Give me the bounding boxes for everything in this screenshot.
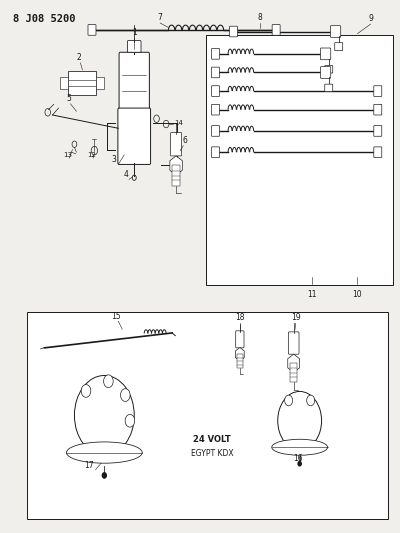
Text: 7: 7 <box>158 13 162 22</box>
Text: 4: 4 <box>124 170 129 179</box>
Bar <box>290 364 298 383</box>
Text: EGYPT KDX: EGYPT KDX <box>191 449 233 458</box>
Bar <box>172 165 180 185</box>
FancyBboxPatch shape <box>88 25 96 35</box>
FancyBboxPatch shape <box>374 147 382 158</box>
Ellipse shape <box>272 439 328 455</box>
FancyBboxPatch shape <box>128 41 141 52</box>
Text: 18: 18 <box>235 313 245 322</box>
FancyBboxPatch shape <box>374 104 382 115</box>
FancyBboxPatch shape <box>212 49 220 59</box>
Polygon shape <box>170 156 182 175</box>
FancyBboxPatch shape <box>320 48 331 60</box>
FancyBboxPatch shape <box>118 108 150 165</box>
Text: 15: 15 <box>112 312 121 321</box>
Text: 19: 19 <box>291 313 300 322</box>
FancyBboxPatch shape <box>335 43 343 51</box>
Polygon shape <box>236 348 244 361</box>
Bar <box>237 354 243 368</box>
Text: 8 J08 5200: 8 J08 5200 <box>13 14 75 24</box>
Circle shape <box>120 389 130 401</box>
Bar <box>60 77 68 90</box>
Circle shape <box>298 462 301 466</box>
Text: 3: 3 <box>112 156 117 165</box>
FancyBboxPatch shape <box>170 133 182 156</box>
Circle shape <box>285 395 293 406</box>
Text: 24 VOLT: 24 VOLT <box>193 435 231 444</box>
FancyBboxPatch shape <box>236 331 244 348</box>
Bar <box>96 77 104 90</box>
FancyBboxPatch shape <box>374 126 382 136</box>
Text: 8: 8 <box>258 13 262 22</box>
Text: 5: 5 <box>66 94 71 103</box>
Circle shape <box>307 395 315 406</box>
FancyBboxPatch shape <box>212 86 220 96</box>
Bar <box>68 71 96 95</box>
Bar <box>27 312 388 519</box>
Circle shape <box>133 120 136 124</box>
FancyBboxPatch shape <box>272 25 280 35</box>
Text: 1: 1 <box>132 28 137 37</box>
Bar <box>206 35 393 285</box>
Text: 10: 10 <box>353 290 362 300</box>
FancyBboxPatch shape <box>212 147 220 158</box>
FancyBboxPatch shape <box>325 84 333 92</box>
FancyBboxPatch shape <box>212 104 220 115</box>
Circle shape <box>81 384 91 397</box>
Text: 11: 11 <box>307 290 316 300</box>
FancyBboxPatch shape <box>119 52 149 114</box>
FancyBboxPatch shape <box>212 67 220 78</box>
Text: 2: 2 <box>76 53 81 62</box>
Text: 14: 14 <box>174 120 183 126</box>
Text: 16: 16 <box>293 454 302 463</box>
FancyBboxPatch shape <box>320 67 331 78</box>
FancyBboxPatch shape <box>325 66 333 73</box>
Text: 13: 13 <box>63 151 72 158</box>
Circle shape <box>104 375 113 387</box>
Polygon shape <box>288 354 300 373</box>
Text: 12: 12 <box>87 151 96 158</box>
Text: 6: 6 <box>182 136 187 146</box>
Text: 9: 9 <box>369 14 374 23</box>
FancyBboxPatch shape <box>288 332 299 354</box>
Ellipse shape <box>66 442 142 463</box>
Circle shape <box>102 473 106 478</box>
FancyBboxPatch shape <box>330 26 341 37</box>
FancyBboxPatch shape <box>374 86 382 96</box>
Text: 17: 17 <box>84 461 94 470</box>
FancyBboxPatch shape <box>230 26 238 37</box>
FancyBboxPatch shape <box>212 126 220 136</box>
Circle shape <box>125 414 135 427</box>
